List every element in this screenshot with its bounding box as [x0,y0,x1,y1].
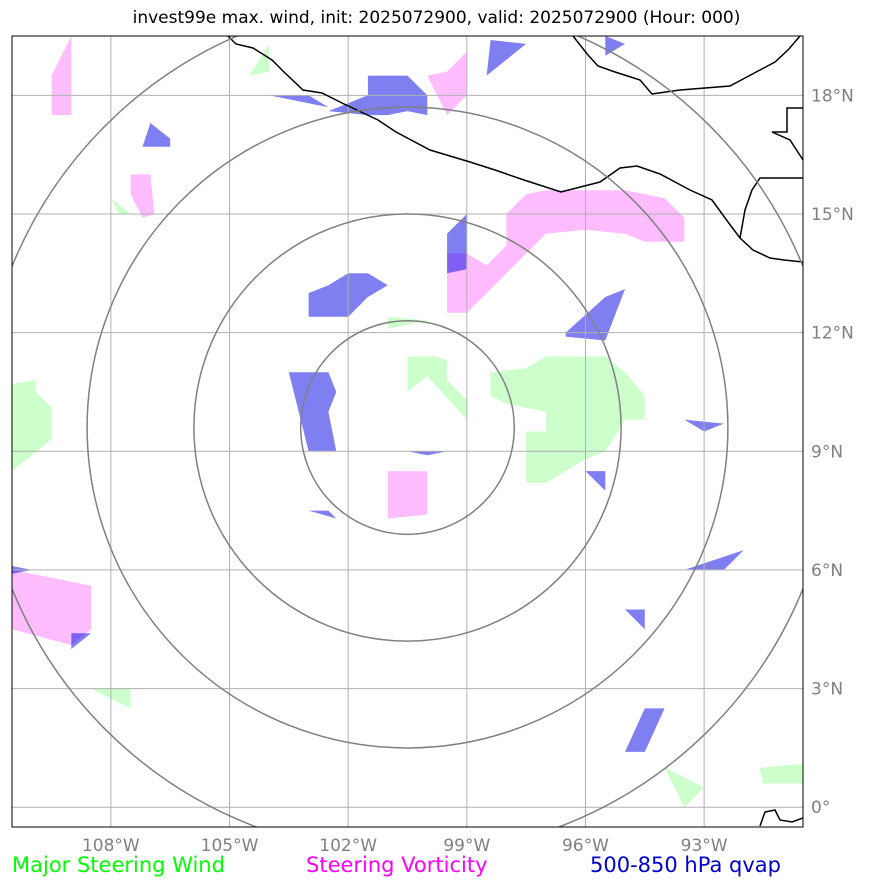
vorticity-region [12,569,92,646]
vorticity-region [447,190,685,313]
range-ring [193,213,622,642]
lat-tick-label: 0° [811,798,830,818]
wind-region [759,763,803,784]
wind-region [387,316,428,329]
legend-steering-vorticity: Steering Vorticity [306,853,488,877]
lat-tick-label: 18°N [811,86,854,106]
coastline-gulf [572,36,801,95]
coastline-yucatan-edge [739,177,803,239]
qvap-region [407,451,448,456]
lon-tick-label: 93°W [681,836,728,856]
legend-qvap: 500-850 hPa qvap [590,853,781,877]
qvap-region [71,633,92,649]
range-rings [12,36,803,827]
coastline-mexico [227,36,803,263]
steering-wind-layer [12,43,803,808]
lat-tick-label: 15°N [811,205,854,225]
vorticity-region [130,174,155,218]
wind-region [12,380,52,472]
lat-lon-gridlines [12,36,803,827]
wind-region [407,356,467,420]
range-ring [299,319,516,536]
qvap-region [605,36,625,56]
qvap-region [142,123,171,147]
qvap-region [565,289,625,341]
lat-tick-label: 9°N [811,442,843,462]
lon-tick-label: 96°W [562,836,609,856]
qvap-region [288,372,337,452]
qvap-region [308,510,337,519]
vorticity-region [387,471,428,519]
coastline [227,36,803,827]
range-ring [86,106,729,749]
axis-tick-labels: 108°W 105°W 102°W 99°W 96°W 93°W 0° 3°N 6°N 9°N 12… [82,86,854,856]
qvap-region [625,708,665,752]
lon-tick-label: 99°W [443,836,490,856]
coastline-galapagos [759,809,803,827]
vorticity-region [427,51,467,116]
map-frame [11,35,804,828]
wind-region [249,43,270,76]
vorticity-region [51,36,72,116]
lon-tick-label: 102°W [319,836,377,856]
wind-region [110,198,131,214]
lon-tick-label: 105°W [201,836,259,856]
lat-tick-label: 3°N [811,680,843,700]
qvap-region [486,40,527,76]
qvap-region [447,214,467,274]
lon-tick-label: 108°W [82,836,140,856]
lat-tick-label: 6°N [811,561,843,581]
qvap-region [269,95,329,108]
wind-region [664,767,705,808]
qvap-region [585,471,606,491]
map-title: invest99e max. wind, init: 2025072900, v… [132,8,741,28]
coastline-belize [771,107,803,161]
qvap-region [684,550,744,570]
qvap-region [625,609,645,630]
legend-steering-wind: Major Steering Wind [12,853,225,877]
lat-tick-label: 12°N [811,324,854,344]
